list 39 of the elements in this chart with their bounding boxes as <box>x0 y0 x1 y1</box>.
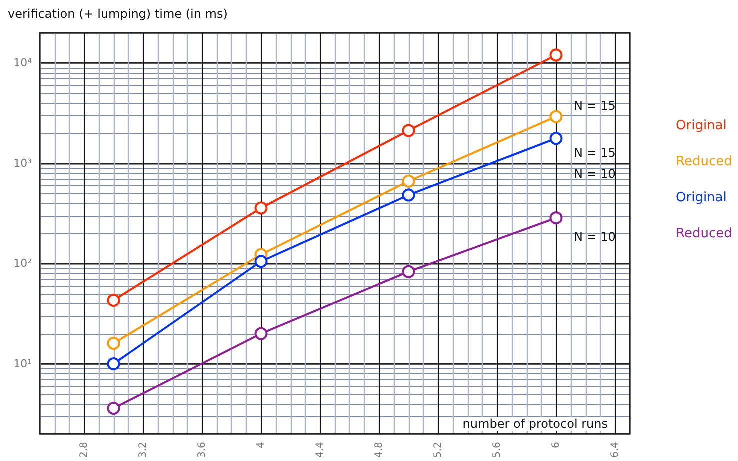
point <box>402 174 416 188</box>
x-tick-label: 4.4 <box>314 442 326 458</box>
text: Original <box>676 190 727 206</box>
x-tick-label: 4.8 <box>374 442 385 458</box>
x-tick-label: 2.8 <box>78 442 90 458</box>
x-tick-label: 3.6 <box>196 442 208 458</box>
text: Reduced <box>676 226 732 242</box>
annotation: N = 10 <box>574 167 616 181</box>
x-tick-label: 5.2 <box>432 442 444 458</box>
point <box>107 358 120 371</box>
point <box>254 255 268 268</box>
y-tick-label: 10⁴ <box>14 56 33 70</box>
point <box>550 132 563 146</box>
point <box>107 402 120 415</box>
x-tick-label: 5.6 <box>492 442 503 458</box>
x-axis-title: number of protocol runs <box>462 417 608 431</box>
point <box>550 110 563 124</box>
x-tick-label: 6.4 <box>610 442 621 458</box>
y-axis-title: verification (+ lumping) time (in ms) <box>8 7 228 21</box>
point <box>107 337 120 350</box>
point <box>550 212 563 225</box>
point <box>402 188 416 202</box>
point <box>550 48 563 62</box>
y-tick-label: 10³ <box>14 156 32 170</box>
x-tick-label: 6 <box>550 442 562 448</box>
annotation: N = 10 <box>574 230 616 244</box>
point <box>402 124 416 138</box>
point <box>402 265 416 278</box>
annotation: N = 15 <box>574 99 616 113</box>
annotation: N = 15 <box>574 146 616 160</box>
y-tick-label: 10² <box>14 257 32 270</box>
point <box>254 202 268 215</box>
x-tick-label: 4 <box>256 442 267 448</box>
point <box>254 327 268 340</box>
text: Original <box>676 118 727 134</box>
x-tick-label: 3.2 <box>138 442 149 458</box>
point <box>107 294 120 307</box>
y-tick-label: 10¹ <box>14 358 32 371</box>
text: Reduced <box>676 154 732 170</box>
